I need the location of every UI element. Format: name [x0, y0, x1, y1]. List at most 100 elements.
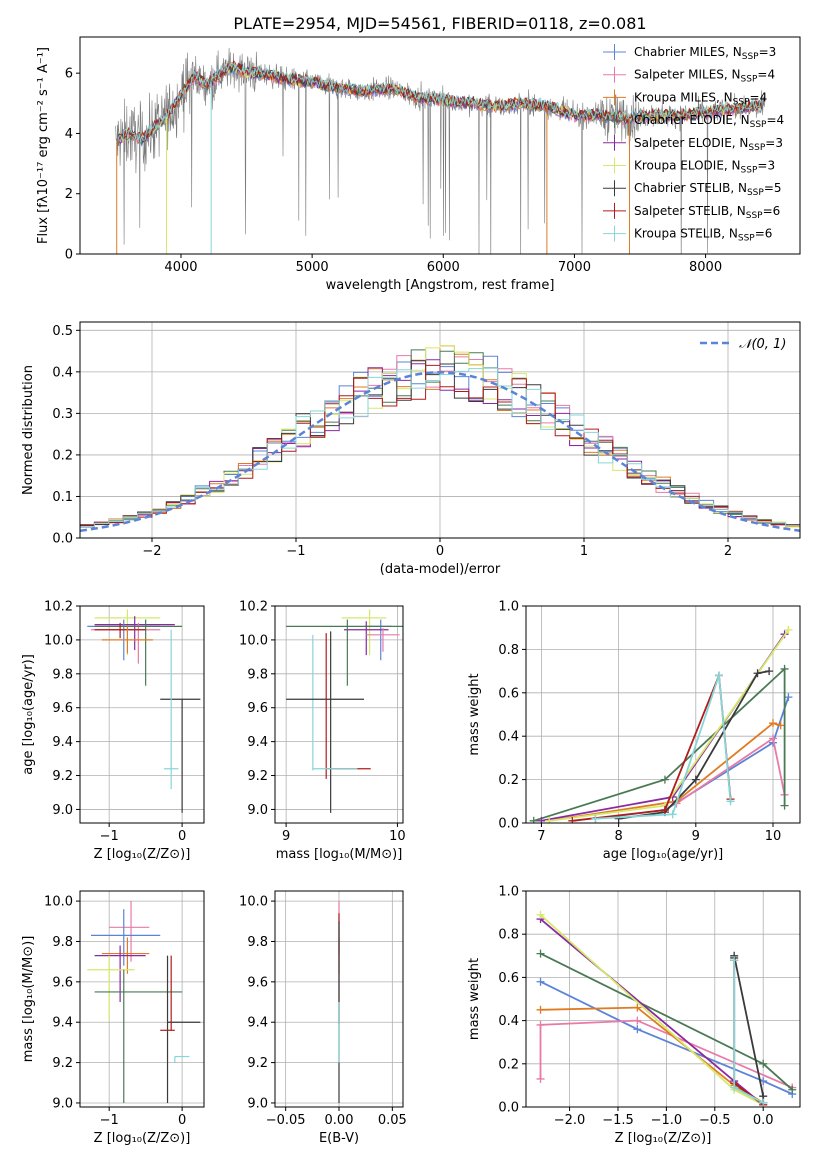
error-bar-point — [90, 622, 161, 664]
y-axis-label: mass weight — [467, 958, 482, 1040]
legend-entry: Kroupa ELODIE, NSSP=3 — [634, 159, 775, 176]
x-tick-label: −1 — [100, 829, 119, 844]
x-axis-label: wavelength [Angstrom, rest frame] — [326, 278, 555, 293]
y-axis-label: age [log₁₀(age/yr)] — [21, 654, 36, 775]
error-bar-point — [174, 1055, 190, 1063]
residuals-panel: −2 −1 0 1 2 0.0 0.1 0.2 0.3 0.4 0.5 (data-model)/er… — [21, 321, 801, 577]
x-tick-label: 7000 — [558, 260, 591, 275]
x-tick-label: 6000 — [427, 260, 460, 275]
data-point — [536, 949, 545, 958]
legend-entry: Chabrier ELODIE, NSSP=4 — [634, 113, 784, 130]
mass-vs-Z-plot-area — [87, 901, 201, 1103]
legend-entry: Kroupa STELIB, NSSP=6 — [634, 227, 772, 244]
x-tick-label: 8 — [614, 829, 622, 844]
axes-frame — [79, 36, 801, 255]
legend-entry: Salpeter STELIB, NSSP=6 — [634, 204, 780, 221]
data-point — [730, 1083, 739, 1092]
error-bar-point — [286, 619, 403, 686]
data-point — [759, 1059, 768, 1068]
y-tick-label: 0.2 — [498, 773, 519, 788]
series-line — [733, 960, 764, 1104]
data-point — [668, 810, 677, 819]
y-tick-label: 9.8 — [52, 667, 73, 682]
x-axis-label: E(B-V) — [319, 1131, 359, 1146]
y-tick-label: 0.5 — [52, 324, 73, 339]
data-point — [784, 625, 793, 634]
data-point — [691, 775, 700, 784]
y-tick-label: 9.6 — [52, 701, 73, 716]
series-line — [733, 955, 765, 1103]
y-tick-label: 0.1 — [52, 490, 73, 505]
data-point — [714, 671, 723, 680]
error-bar-point — [94, 945, 146, 1003]
error-bar-point — [94, 616, 175, 651]
data-point — [759, 1098, 768, 1107]
y-tick-label: 1.0 — [498, 600, 519, 615]
x-tick-label: 5000 — [296, 260, 329, 275]
y-tick-label: 9.4 — [52, 1016, 73, 1031]
data-point — [730, 956, 739, 965]
x-axis-label: age [log₁₀(age/yr)] — [603, 847, 724, 862]
x-tick-label: 10 — [765, 829, 782, 844]
y-tick-label: 9.0 — [247, 803, 268, 818]
data-point — [788, 1085, 797, 1094]
data-point — [536, 910, 545, 919]
axes-frame — [525, 605, 801, 824]
y-tick-label: 9.2 — [52, 769, 73, 784]
series-line — [595, 675, 732, 820]
y-tick-label: 6 — [65, 67, 73, 82]
weight-vs-age-panel: 7 8 9 10 0.0 0.2 0.4 0.6 0.8 1.0 age [log₁₀(age/yr… — [467, 600, 801, 862]
y-axis-label: Normed distribution — [21, 365, 36, 495]
data-point — [591, 814, 600, 823]
y-tick-label: 9.4 — [247, 735, 268, 750]
error-bar-point — [163, 629, 179, 790]
x-tick-label: −1.0 — [651, 1113, 683, 1128]
data-point — [529, 816, 538, 823]
y-tick-label: 0.4 — [498, 1014, 519, 1029]
error-bar-point — [341, 609, 387, 656]
age-vs-Z-plot-area — [87, 609, 201, 813]
data-point — [753, 669, 762, 678]
x-tick-label: −1 — [100, 1113, 119, 1128]
y-tick-label: 10.0 — [239, 895, 268, 910]
y-tick-label: 10.0 — [44, 895, 73, 910]
error-bar-point — [286, 631, 365, 813]
error-bar-point — [101, 626, 153, 654]
y-tick-label: 10.2 — [44, 600, 73, 615]
y-tick-label: 9.8 — [52, 935, 73, 950]
y-tick-label: 0.8 — [498, 928, 519, 943]
y-tick-label: 2 — [65, 187, 73, 202]
y-tick-label: 9.6 — [52, 975, 73, 990]
spectrum-legend: Chabrier MILES, NSSP=3 Salpeter MILES, NS… — [603, 44, 784, 244]
x-tick-label: 8000 — [689, 260, 722, 275]
residual-histogram — [80, 367, 800, 528]
data-point — [633, 1025, 642, 1034]
series-line — [540, 980, 793, 1095]
data-point — [768, 719, 777, 728]
weight-vs-Z-plot-area — [536, 910, 797, 1107]
y-tick-label: 0.0 — [52, 532, 73, 547]
x-tick-label: 0.00 — [325, 1113, 354, 1128]
age-vs-mass-plot-area — [286, 609, 403, 813]
data-point — [568, 816, 577, 823]
y-tick-label: 1.0 — [498, 885, 519, 900]
y-axis-label: Flux [fλ10⁻¹⁷ erg cm⁻² s⁻¹ A⁻¹] — [36, 47, 51, 244]
y-tick-label: 0.3 — [52, 407, 73, 422]
x-tick-label: 2 — [724, 544, 732, 559]
y-tick-label: 9.8 — [247, 667, 268, 682]
y-tick-label: 9.4 — [52, 735, 73, 750]
x-tick-label: 1 — [580, 544, 588, 559]
data-point — [780, 664, 789, 673]
y-tick-label: 9.0 — [247, 1096, 268, 1111]
x-tick-label: −2.0 — [554, 1113, 586, 1128]
x-axis-label: mass [log₁₀(M/M⊙)] — [276, 847, 403, 862]
legend-entry: Chabrier MILES, NSSP=3 — [634, 45, 776, 62]
data-point — [537, 816, 546, 823]
data-point — [780, 801, 789, 810]
y-tick-label: 9.2 — [247, 1056, 268, 1071]
error-bar-point — [90, 909, 161, 966]
data-point — [660, 775, 669, 784]
error-bar-point — [94, 619, 183, 686]
y-tick-label: 9.0 — [52, 1096, 73, 1111]
data-point — [536, 1005, 545, 1014]
